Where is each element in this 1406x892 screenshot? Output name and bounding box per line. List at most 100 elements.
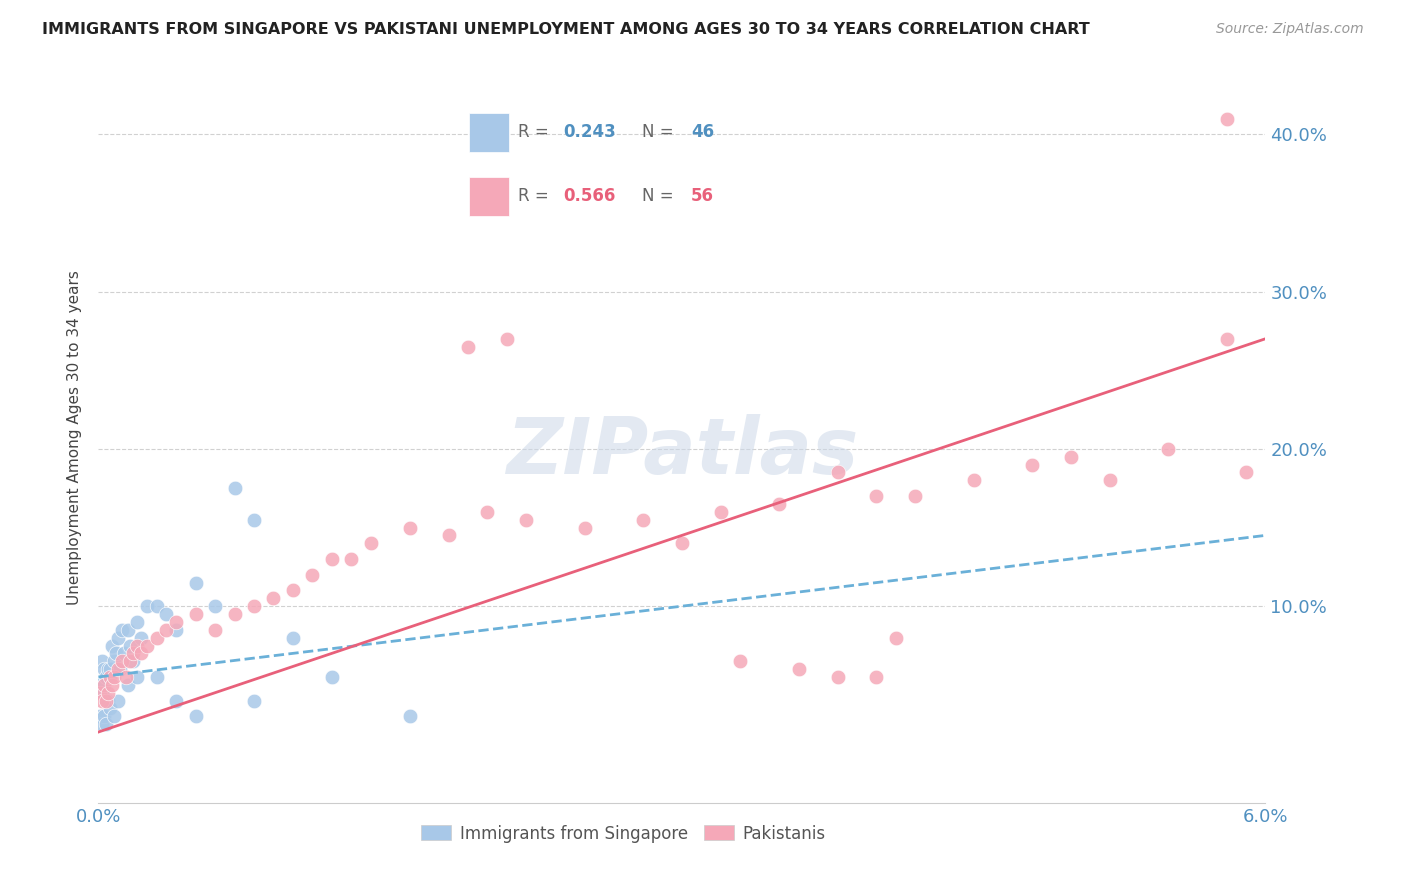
Point bbox=[1157, 442, 1180, 456]
Point bbox=[730, 654, 752, 668]
Point bbox=[114, 670, 136, 684]
Point bbox=[1215, 112, 1237, 126]
Point bbox=[262, 591, 284, 606]
Point bbox=[103, 654, 125, 668]
Point bbox=[107, 631, 129, 645]
Point bbox=[768, 497, 790, 511]
Point bbox=[111, 654, 134, 668]
Point bbox=[962, 473, 984, 487]
Point bbox=[281, 631, 304, 645]
Point bbox=[671, 536, 693, 550]
Point bbox=[477, 505, 499, 519]
Point bbox=[827, 670, 849, 684]
Point bbox=[96, 693, 118, 707]
Point bbox=[112, 646, 135, 660]
Point bbox=[787, 662, 810, 676]
Point bbox=[127, 670, 149, 684]
Y-axis label: Unemployment Among Ages 30 to 34 years: Unemployment Among Ages 30 to 34 years bbox=[66, 269, 82, 605]
Point bbox=[93, 709, 115, 723]
Point bbox=[98, 670, 121, 684]
Point bbox=[122, 646, 145, 660]
Point bbox=[101, 639, 124, 653]
Point bbox=[89, 686, 111, 700]
Point bbox=[93, 678, 115, 692]
Point bbox=[118, 639, 141, 653]
Point bbox=[91, 686, 114, 700]
Point bbox=[129, 646, 152, 660]
Point bbox=[865, 670, 887, 684]
Point bbox=[281, 583, 304, 598]
Point bbox=[107, 693, 129, 707]
Point bbox=[631, 513, 654, 527]
Point bbox=[884, 631, 907, 645]
Point bbox=[437, 528, 460, 542]
Point bbox=[224, 481, 246, 495]
Point bbox=[98, 701, 121, 715]
Point bbox=[301, 567, 323, 582]
Point bbox=[827, 466, 849, 480]
Point bbox=[865, 489, 887, 503]
Point bbox=[155, 623, 177, 637]
Point bbox=[1098, 473, 1121, 487]
Point bbox=[1021, 458, 1043, 472]
Point bbox=[204, 599, 226, 614]
Legend: Immigrants from Singapore, Pakistanis: Immigrants from Singapore, Pakistanis bbox=[415, 818, 832, 849]
Point bbox=[118, 654, 141, 668]
Point bbox=[127, 615, 149, 629]
Point bbox=[457, 340, 479, 354]
Point bbox=[117, 623, 139, 637]
Text: IMMIGRANTS FROM SINGAPORE VS PAKISTANI UNEMPLOYMENT AMONG AGES 30 TO 34 YEARS CO: IMMIGRANTS FROM SINGAPORE VS PAKISTANI U… bbox=[42, 22, 1090, 37]
Point bbox=[89, 678, 111, 692]
Point bbox=[398, 709, 420, 723]
Point bbox=[93, 662, 115, 676]
Point bbox=[91, 654, 114, 668]
Point bbox=[340, 552, 363, 566]
Point bbox=[165, 623, 187, 637]
Point bbox=[204, 623, 226, 637]
Point bbox=[321, 670, 343, 684]
Point bbox=[496, 332, 519, 346]
Point bbox=[165, 615, 187, 629]
Point bbox=[1060, 450, 1083, 464]
Point bbox=[146, 599, 169, 614]
Point bbox=[136, 639, 159, 653]
Point bbox=[122, 654, 145, 668]
Point bbox=[360, 536, 382, 550]
Point bbox=[129, 631, 152, 645]
Point bbox=[127, 639, 149, 653]
Point bbox=[111, 623, 134, 637]
Point bbox=[574, 520, 596, 534]
Point bbox=[321, 552, 343, 566]
Point bbox=[243, 513, 266, 527]
Point bbox=[98, 662, 121, 676]
Point bbox=[103, 709, 125, 723]
Point bbox=[398, 520, 420, 534]
Point bbox=[91, 693, 114, 707]
Point bbox=[91, 717, 114, 731]
Point bbox=[243, 693, 266, 707]
Point bbox=[89, 709, 111, 723]
Point bbox=[96, 670, 118, 684]
Point bbox=[184, 575, 207, 590]
Text: Source: ZipAtlas.com: Source: ZipAtlas.com bbox=[1216, 22, 1364, 37]
Point bbox=[97, 693, 120, 707]
Point bbox=[93, 678, 115, 692]
Point bbox=[146, 670, 169, 684]
Text: ZIPatlas: ZIPatlas bbox=[506, 414, 858, 490]
Point bbox=[155, 607, 177, 621]
Point bbox=[184, 607, 207, 621]
Point bbox=[1234, 466, 1257, 480]
Point bbox=[96, 717, 118, 731]
Point bbox=[101, 678, 124, 692]
Point bbox=[165, 693, 187, 707]
Point bbox=[515, 513, 537, 527]
Point bbox=[904, 489, 927, 503]
Point bbox=[117, 678, 139, 692]
Point bbox=[97, 686, 120, 700]
Point bbox=[96, 693, 118, 707]
Point bbox=[97, 662, 120, 676]
Point bbox=[136, 599, 159, 614]
Point bbox=[103, 670, 125, 684]
Point bbox=[243, 599, 266, 614]
Point bbox=[108, 662, 131, 676]
